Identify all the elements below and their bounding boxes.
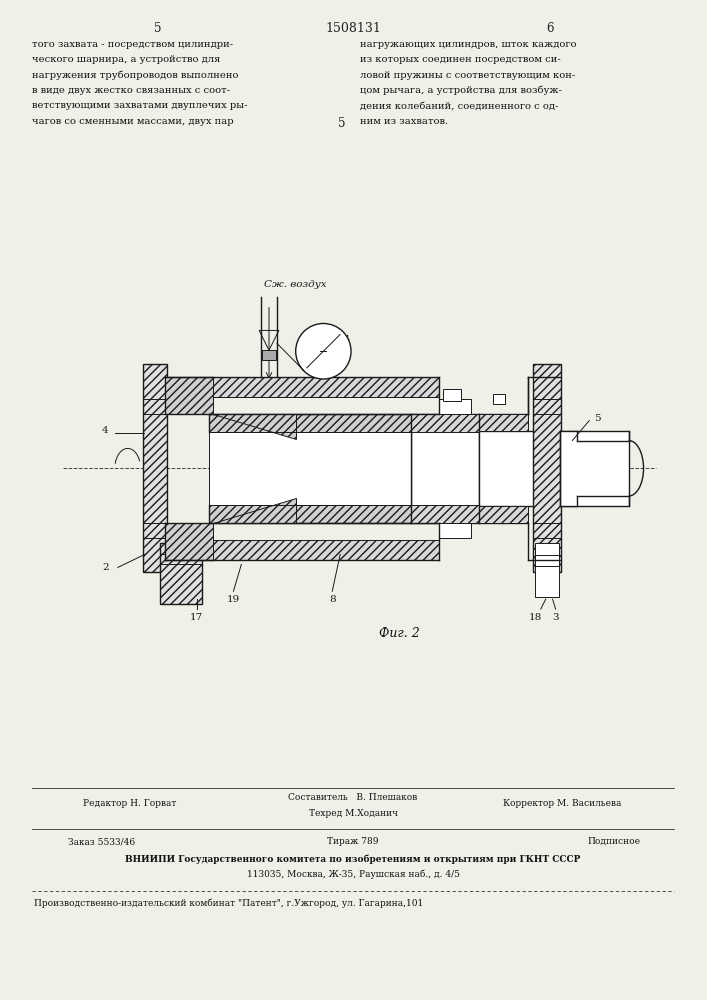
Text: 5: 5	[594, 414, 600, 423]
Text: ВНИИПИ Государственного комитета по изобретениям и открытиям при ГКНТ СССР: ВНИИПИ Государственного комитета по изоб…	[125, 854, 580, 864]
Bar	[533, 364, 561, 572]
Text: 18: 18	[530, 613, 542, 622]
Text: 2: 2	[103, 563, 110, 572]
Text: Подписное: Подписное	[588, 837, 641, 846]
Text: из которых соединен посредством си-: из которых соединен посредством си-	[360, 55, 561, 64]
Bar	[165, 377, 439, 397]
Bar	[262, 350, 276, 360]
Text: 5: 5	[339, 117, 346, 130]
Text: Фиг. 2: Фиг. 2	[379, 627, 420, 640]
Text: Заказ 5533/46: Заказ 5533/46	[69, 837, 136, 846]
Text: ческого шарнира, а устройство для: ческого шарнира, а устройство для	[32, 55, 220, 64]
Text: нагружения трубопроводов выполнено: нагружения трубопроводов выполнено	[32, 71, 238, 80]
Bar	[479, 506, 528, 523]
Bar	[209, 414, 411, 432]
Text: 4: 4	[102, 426, 108, 435]
Circle shape	[296, 323, 351, 379]
Text: нагружающих цилиндров, шток каждого: нагружающих цилиндров, шток каждого	[360, 40, 576, 49]
Text: того захвата - посредством цилиндри-: того захвата - посредством цилиндри-	[32, 40, 233, 49]
Polygon shape	[213, 414, 296, 439]
Text: ловой пружины с соответствующим кон-: ловой пружины с соответствующим кон-	[360, 71, 575, 80]
Text: 3: 3	[552, 613, 559, 622]
Text: Корректор М. Васильева: Корректор М. Васильева	[503, 799, 621, 808]
Text: в виде двух жестко связанных с соот-: в виде двух жестко связанных с соот-	[32, 86, 230, 95]
Text: 6: 6	[546, 22, 554, 35]
Bar	[165, 377, 213, 414]
Text: Производственно-издательский комбинат "Патент", г.Ужгород, ул. Гагарина,101: Производственно-издательский комбинат "П…	[34, 899, 423, 908]
Text: цом рычага, а устройства для возбуж-: цом рычага, а устройства для возбуж-	[360, 86, 562, 95]
Text: 14: 14	[338, 335, 351, 344]
Text: ним из захватов.: ним из захватов.	[360, 117, 448, 126]
Text: Сж. воздух: Сж. воздух	[264, 280, 327, 289]
Bar	[209, 505, 411, 523]
Bar	[411, 414, 479, 432]
Bar	[443, 389, 461, 401]
Text: Редактор Н. Горват: Редактор Н. Горват	[83, 799, 177, 808]
Text: 1508131: 1508131	[325, 22, 381, 35]
Bar	[493, 394, 506, 404]
Bar	[165, 523, 213, 560]
Bar	[209, 432, 411, 505]
Text: 17: 17	[190, 613, 204, 622]
Text: 8: 8	[329, 595, 336, 604]
Bar	[439, 523, 471, 538]
Bar	[411, 414, 479, 523]
Bar	[534, 543, 559, 597]
Bar	[165, 540, 439, 560]
Text: 113035, Москва, Ж-35, Раушская наб., д. 4/5: 113035, Москва, Ж-35, Раушская наб., д. …	[247, 870, 460, 879]
Bar	[143, 364, 168, 572]
Text: 19: 19	[227, 595, 240, 604]
Bar	[439, 399, 471, 414]
Bar	[479, 431, 578, 506]
Bar	[411, 505, 479, 523]
Bar	[160, 543, 201, 604]
Text: Составитель   В. Плешаков: Составитель В. Плешаков	[288, 793, 418, 802]
Text: ветствующими захватами двуплечих ры-: ветствующими захватами двуплечих ры-	[32, 101, 247, 110]
Bar	[479, 414, 528, 431]
Bar	[559, 431, 629, 506]
Text: чагов со сменными массами, двух пар: чагов со сменными массами, двух пар	[32, 117, 233, 126]
Text: 5: 5	[153, 22, 161, 35]
Text: дения колебаний, соединенного с од-: дения колебаний, соединенного с од-	[360, 101, 559, 110]
Polygon shape	[213, 498, 296, 523]
Text: Техред М.Ходанич: Техред М.Ходанич	[308, 809, 397, 818]
Text: Тираж 789: Тираж 789	[327, 837, 379, 846]
